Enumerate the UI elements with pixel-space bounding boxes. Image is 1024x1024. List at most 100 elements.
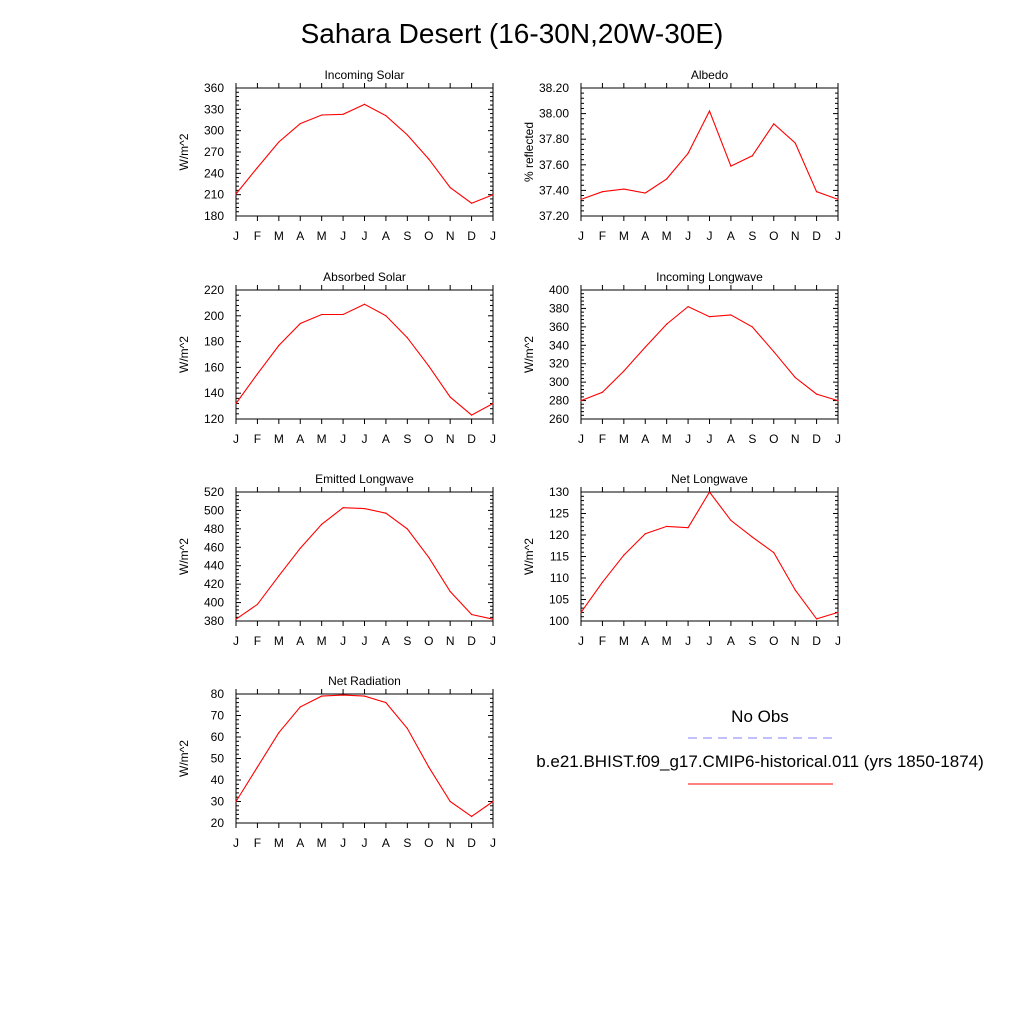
data-point: [470, 815, 473, 818]
data-point: [235, 618, 237, 620]
data-point: [794, 376, 796, 379]
data-point: [730, 314, 732, 316]
data-point: [278, 141, 280, 143]
chart-panel-4: Emitted Longwave W/m^2 380 400 420 440 460 480 5…: [177, 472, 496, 648]
x-tick-label: F: [254, 836, 261, 850]
data-point: [708, 110, 711, 112]
y-tick-label: 320: [549, 357, 569, 371]
y-tick-label: 37.80: [539, 132, 569, 146]
x-tick-label: S: [403, 634, 411, 648]
data-point: [235, 193, 237, 195]
data-point: [580, 611, 582, 614]
data-point: [385, 115, 387, 117]
x-tick-label: A: [727, 432, 735, 446]
data-point: [299, 706, 301, 708]
data-point: [666, 525, 668, 528]
x-tick-label: F: [254, 634, 261, 648]
data-point: [492, 800, 494, 803]
data-point: [687, 305, 689, 308]
y-tick-label: 37.40: [539, 183, 569, 197]
x-tick-label: J: [362, 229, 368, 243]
data-point: [363, 695, 366, 697]
x-tick-label: J: [340, 432, 346, 446]
chart-title: Absorbed Solar: [323, 270, 406, 284]
x-tick-label: O: [424, 432, 433, 446]
data-point: [235, 800, 237, 803]
x-tick-label: J: [233, 836, 239, 850]
data-point: [342, 113, 344, 115]
data-point: [342, 507, 344, 509]
x-tick-label: A: [296, 432, 304, 446]
x-tick-label: J: [578, 634, 584, 648]
y-tick-label: 50: [211, 752, 225, 766]
x-tick-label: A: [382, 229, 390, 243]
x-tick-label: M: [317, 432, 327, 446]
data-point: [794, 142, 796, 144]
x-tick-label: A: [382, 634, 390, 648]
data-point: [321, 695, 323, 697]
y-tick-label: 360: [549, 320, 569, 334]
x-tick-label: F: [254, 229, 261, 243]
x-tick-label: J: [835, 229, 841, 243]
x-tick-label: A: [727, 634, 735, 648]
y-tick-label: 125: [549, 507, 569, 521]
data-point: [470, 202, 473, 204]
y-tick-label: 100: [549, 614, 569, 628]
y-tick-label: 280: [549, 394, 569, 408]
data-point: [815, 618, 818, 620]
x-tick-label: J: [490, 432, 496, 446]
x-tick-label: A: [641, 634, 649, 648]
x-tick-label: M: [274, 432, 284, 446]
y-tick-label: 330: [204, 102, 224, 116]
x-tick-label: O: [424, 634, 433, 648]
data-point: [730, 519, 732, 521]
y-tick-label: 380: [549, 301, 569, 315]
legend-model-label: b.e21.BHIST.f09_g17.CMIP6-historical.011…: [536, 752, 984, 771]
y-tick-label: 60: [211, 730, 225, 744]
x-tick-label: N: [446, 634, 455, 648]
data-point: [428, 365, 430, 367]
data-point: [751, 536, 753, 538]
y-tick-label: 115: [550, 550, 569, 564]
data-point: [278, 575, 280, 577]
data-point: [363, 103, 366, 105]
x-tick-label: J: [490, 836, 496, 850]
x-tick-label: F: [599, 634, 606, 648]
x-tick-label: F: [599, 432, 606, 446]
page-title: Sahara Desert (16-30N,20W-30E): [300, 18, 724, 49]
x-tick-label: F: [254, 432, 261, 446]
data-point: [470, 613, 473, 616]
data-point: [773, 351, 775, 353]
data-point: [428, 766, 430, 768]
y-tick-label: 360: [204, 81, 224, 95]
data-point: [623, 188, 625, 190]
chart-panel-1: Albedo % reflected 37.20 37.40 37.60 37.80 38.…: [522, 68, 841, 243]
x-tick-label: M: [619, 634, 629, 648]
data-point: [299, 122, 301, 125]
data-point: [773, 552, 775, 554]
y-tick-label: 38.20: [539, 81, 569, 95]
data-point: [406, 134, 408, 136]
y-tick-label: 460: [204, 540, 224, 554]
x-tick-label: M: [274, 229, 284, 243]
x-tick-label: J: [340, 634, 346, 648]
x-tick-label: M: [317, 836, 327, 850]
x-tick-label: D: [467, 836, 476, 850]
y-tick-label: 210: [204, 188, 224, 202]
y-tick-label: 20: [211, 816, 225, 830]
x-tick-label: S: [748, 432, 756, 446]
chart-panel-0: Incoming Solar W/m^2 180 210 240 270 300 330 360…: [177, 68, 496, 243]
y-tick-label: 240: [204, 166, 224, 180]
y-axis-label: W/m^2: [522, 336, 536, 373]
y-tick-label: 110: [550, 571, 569, 585]
x-tick-label: J: [578, 229, 584, 243]
x-tick-label: A: [641, 432, 649, 446]
x-tick-label: O: [424, 836, 433, 850]
x-tick-label: J: [707, 432, 713, 446]
y-tick-label: 180: [204, 209, 224, 223]
y-tick-label: 300: [549, 375, 569, 389]
y-tick-label: 440: [204, 559, 224, 573]
